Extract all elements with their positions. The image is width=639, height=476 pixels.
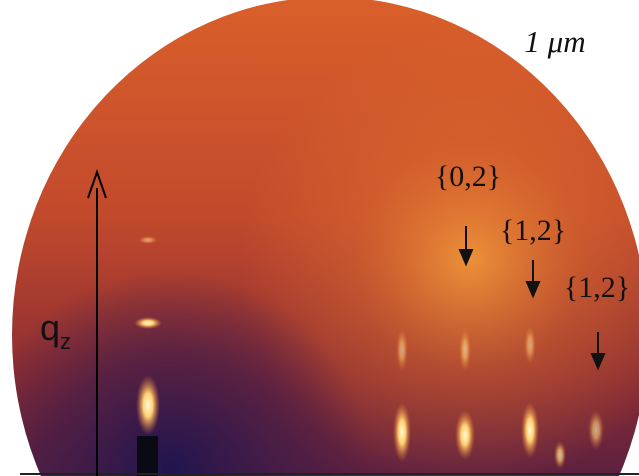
streak: [554, 441, 566, 469]
streak: [393, 402, 411, 462]
streak: [136, 375, 160, 435]
streak: [459, 328, 471, 372]
scale-label: 1 μm: [524, 24, 585, 59]
streak: [134, 317, 162, 329]
peak-label: {0,2}: [435, 160, 501, 193]
beamstop: [137, 436, 158, 476]
peak-label: {1,2}: [564, 271, 630, 304]
axis-label-main: q: [40, 307, 60, 348]
streak: [396, 328, 408, 372]
scattering-figure: 1 μm {0,2} {1,2} {1,2} qz: [0, 0, 639, 476]
streak: [138, 236, 158, 244]
axis-label-subscript: z: [60, 329, 71, 354]
streak: [524, 325, 536, 365]
streak: [588, 410, 604, 450]
peak-label: {1,2}: [500, 214, 566, 247]
streak: [455, 410, 475, 460]
streak: [521, 402, 539, 458]
